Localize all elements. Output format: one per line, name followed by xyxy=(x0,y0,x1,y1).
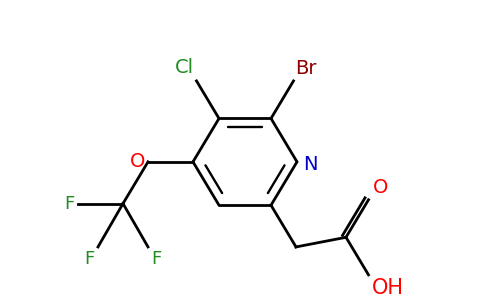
Text: F: F xyxy=(151,250,161,268)
Text: Cl: Cl xyxy=(175,58,195,77)
Text: F: F xyxy=(65,195,75,213)
Text: O: O xyxy=(130,152,145,171)
Text: Br: Br xyxy=(296,59,317,78)
Text: N: N xyxy=(303,155,318,174)
Text: O: O xyxy=(373,178,388,197)
Text: F: F xyxy=(85,250,95,268)
Text: OH: OH xyxy=(372,278,404,298)
